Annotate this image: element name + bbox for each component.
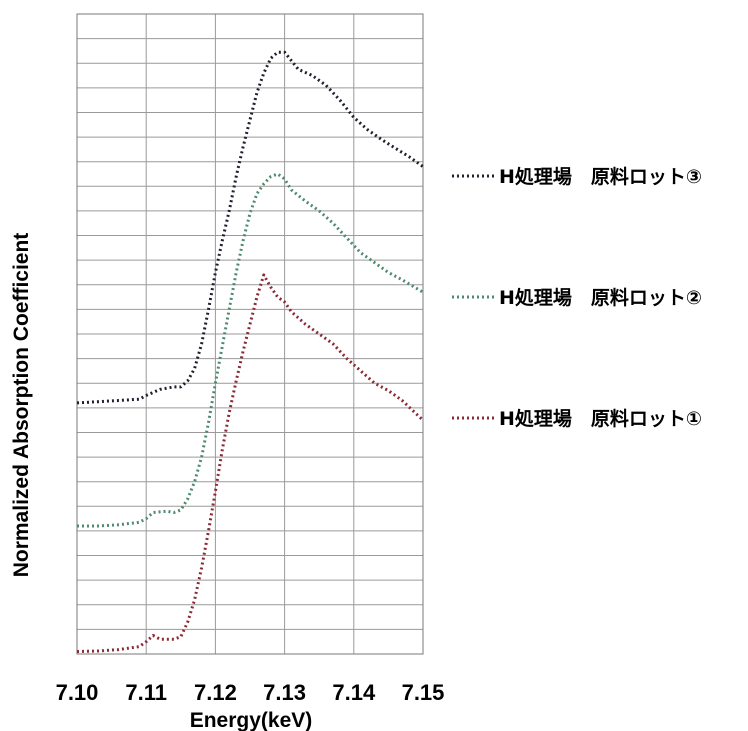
legend-label: H処理場 原料ロット③: [499, 165, 702, 188]
x-tick-label: 7.10: [56, 680, 99, 705]
plot-frame: [76, 13, 424, 655]
legend-label: H処理場 原料ロット①: [499, 407, 702, 430]
series-line-2: [77, 172, 424, 528]
legend: H処理場 原料ロット③ H処理場 原料ロット② H処理場 原料ロット①: [452, 165, 702, 430]
legend-label: H処理場 原料ロット②: [499, 286, 702, 309]
x-tick-labels: 7.10 7.11 7.12 7.13 7.14 7.15: [56, 680, 445, 705]
grid: [77, 14, 423, 654]
y-axis-label: Normalized Absorption Coefficient: [10, 233, 33, 578]
x-tick-label: 7.14: [332, 680, 376, 705]
x-tick-label: 7.11: [125, 680, 167, 705]
series-lines: [76, 50, 425, 653]
x-axis-label: Energy(keV): [190, 709, 313, 731]
x-tick-label: 7.12: [194, 680, 237, 705]
x-tick-label: 7.15: [402, 680, 445, 705]
series-line-3: [76, 273, 425, 653]
x-tick-label: 7.13: [263, 680, 306, 705]
series-line-1: [76, 50, 424, 405]
